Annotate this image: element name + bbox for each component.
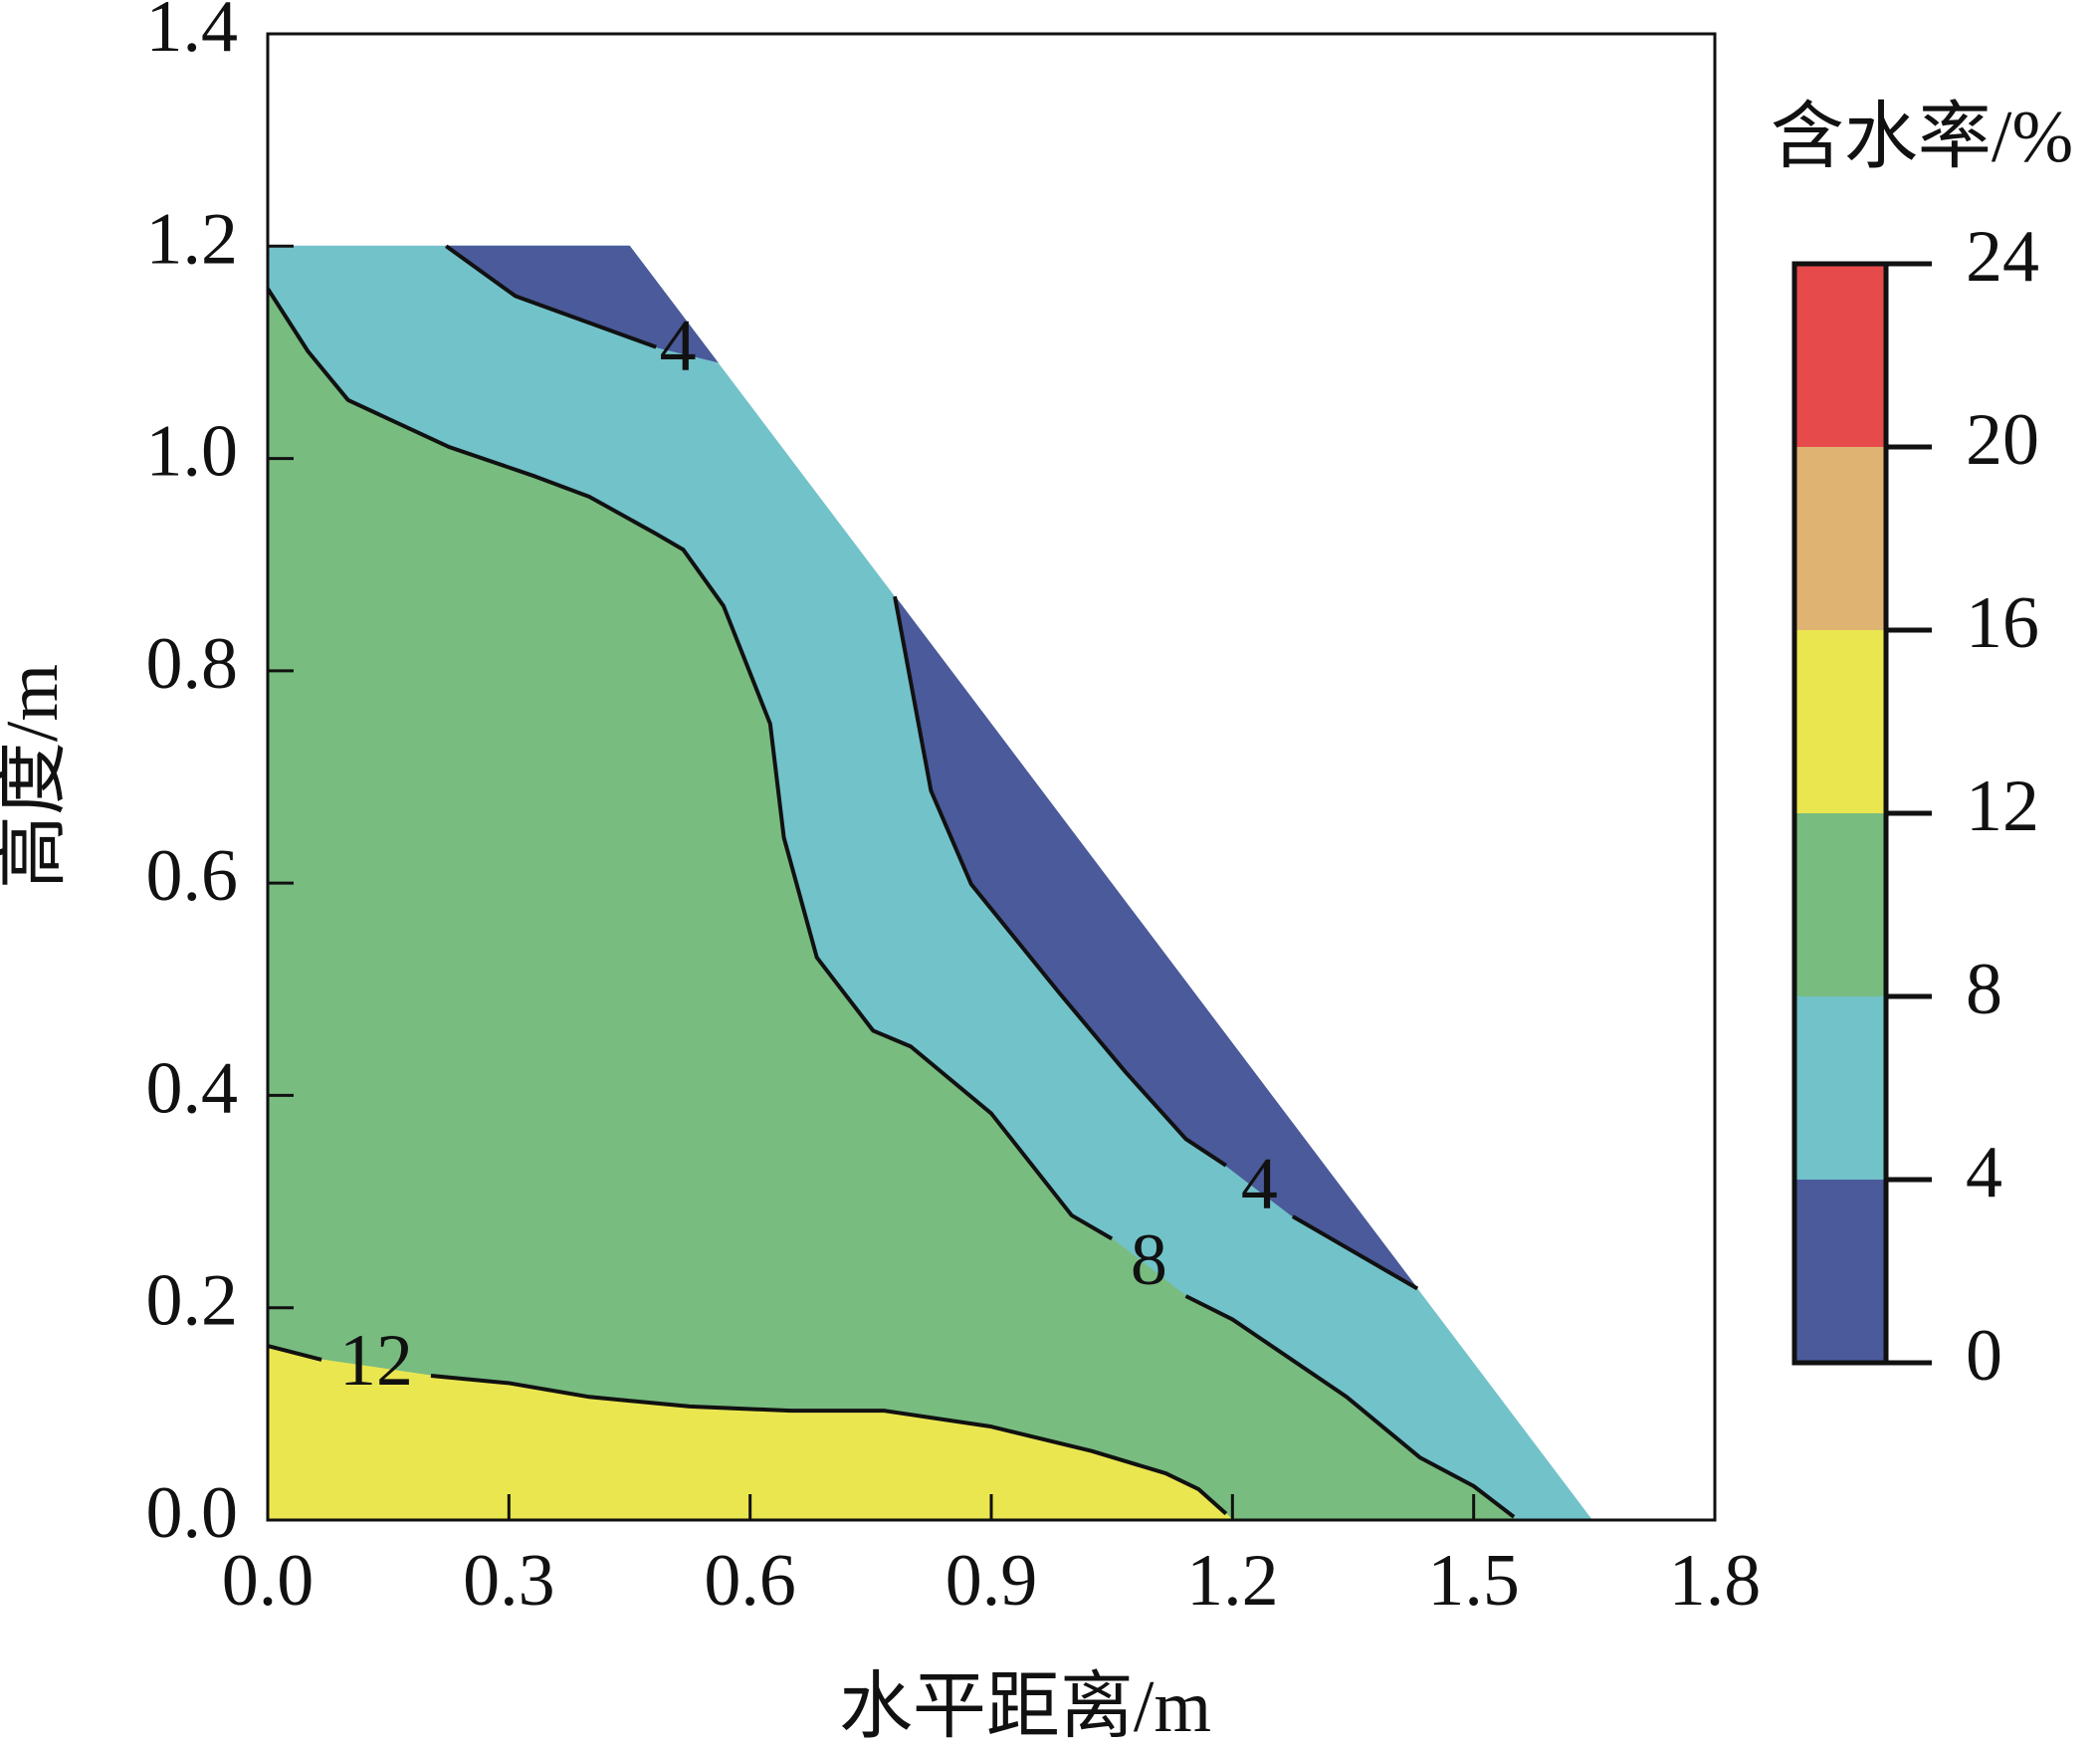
colorbar-swatch bbox=[1794, 264, 1886, 447]
contour-line bbox=[267, 1344, 1228, 1516]
colorbar-tick-label: 20 bbox=[1966, 399, 2039, 481]
x-axis-label: 水平距离/m bbox=[839, 1666, 1211, 1748]
x-tick-label: 0.6 bbox=[704, 1540, 796, 1622]
contour-line bbox=[445, 244, 657, 349]
x-tick-label: 0.3 bbox=[463, 1540, 555, 1622]
colorbar-tick-label: 24 bbox=[1966, 216, 2039, 298]
colorbar-tick-label: 0 bbox=[1966, 1315, 2002, 1397]
contour-label: 4 bbox=[1241, 1143, 1278, 1224]
colorbar-tick-label: 4 bbox=[1966, 1132, 2002, 1213]
x-tick-label: 0.9 bbox=[945, 1540, 1038, 1622]
colorbar-swatch bbox=[1794, 996, 1886, 1180]
x-tick-label: 1.2 bbox=[1186, 1540, 1279, 1622]
colorbar-swatch bbox=[1794, 447, 1886, 630]
contour-label: 8 bbox=[1131, 1219, 1167, 1301]
colorbar-swatch bbox=[1794, 1180, 1886, 1363]
y-tick-label: 0.6 bbox=[146, 835, 239, 917]
y-tick-label: 0.4 bbox=[146, 1047, 239, 1129]
y-axis-label: 高度/m bbox=[0, 664, 74, 889]
contour-label: 4 bbox=[660, 306, 697, 387]
colorbar-tick-label: 12 bbox=[1966, 765, 2039, 847]
y-tick-label: 0.8 bbox=[146, 623, 239, 705]
contour-line bbox=[893, 595, 1419, 1291]
colorbar-swatch bbox=[1794, 813, 1886, 996]
colorbar-tick-label: 16 bbox=[1966, 582, 2039, 664]
y-tick-label: 0.0 bbox=[146, 1472, 239, 1554]
colorbar-tick-label: 8 bbox=[1966, 949, 2002, 1030]
contour-label: 12 bbox=[339, 1320, 413, 1402]
x-tick-label: 1.5 bbox=[1427, 1540, 1520, 1622]
x-tick-label: 0.0 bbox=[222, 1540, 315, 1622]
contour-line bbox=[266, 287, 1516, 1519]
colorbar-title: 含水率/% bbox=[1771, 97, 2073, 178]
x-tick-label: 1.8 bbox=[1669, 1540, 1762, 1622]
y-tick-label: 1.0 bbox=[146, 411, 239, 493]
y-tick-label: 1.2 bbox=[146, 198, 239, 280]
y-tick-label: 1.4 bbox=[146, 0, 239, 68]
colorbar-swatch bbox=[1794, 630, 1886, 813]
y-tick-label: 0.2 bbox=[146, 1260, 239, 1342]
